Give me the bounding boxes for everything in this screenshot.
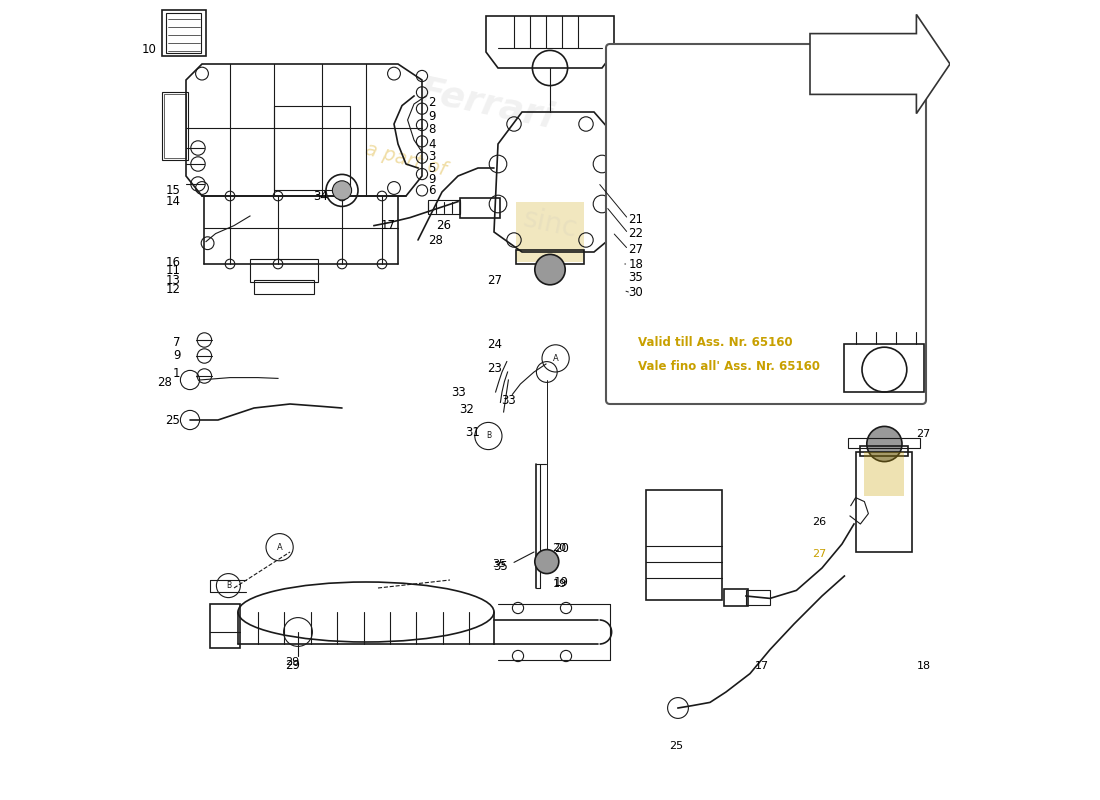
Bar — [845, 344, 924, 392]
Text: 9: 9 — [428, 173, 436, 186]
Text: 30: 30 — [628, 286, 643, 298]
Text: 3: 3 — [428, 150, 436, 162]
Text: 26: 26 — [813, 517, 826, 526]
Bar — [166, 13, 201, 53]
Text: 6: 6 — [428, 184, 436, 197]
Text: 5: 5 — [428, 162, 436, 174]
Text: 10: 10 — [142, 43, 156, 56]
Text: 28: 28 — [157, 376, 173, 389]
Text: 24: 24 — [487, 338, 502, 350]
Text: 7: 7 — [173, 336, 180, 349]
Text: 8: 8 — [428, 123, 436, 136]
Text: 27: 27 — [916, 429, 931, 438]
Text: 15: 15 — [165, 184, 180, 197]
Text: 20: 20 — [554, 542, 569, 554]
Text: 29: 29 — [285, 659, 300, 672]
Text: 31: 31 — [464, 426, 480, 438]
Bar — [428, 200, 461, 214]
Text: B: B — [486, 431, 491, 441]
Text: 22: 22 — [628, 227, 643, 240]
Bar — [746, 590, 770, 605]
Circle shape — [867, 426, 902, 462]
Text: 19: 19 — [554, 576, 569, 589]
Text: B: B — [226, 581, 231, 590]
Circle shape — [535, 254, 565, 285]
Text: 34: 34 — [312, 190, 328, 202]
Bar — [860, 446, 909, 456]
Text: 1: 1 — [173, 367, 180, 380]
Bar — [865, 452, 904, 496]
Bar — [516, 202, 584, 262]
Bar — [274, 106, 350, 190]
Text: 35: 35 — [494, 560, 508, 573]
Text: Ferrari: Ferrari — [416, 73, 557, 135]
Text: 20: 20 — [552, 543, 567, 553]
Text: A: A — [277, 542, 283, 552]
Text: 26: 26 — [437, 219, 451, 232]
Bar — [646, 490, 722, 600]
Bar — [857, 452, 912, 552]
Bar — [848, 438, 921, 448]
Bar — [162, 10, 206, 56]
Text: 35: 35 — [628, 271, 643, 284]
Text: 2: 2 — [428, 96, 436, 109]
Bar — [461, 198, 500, 218]
Text: 4: 4 — [428, 138, 436, 150]
Text: 18: 18 — [628, 258, 643, 270]
Text: 9: 9 — [428, 110, 436, 122]
Text: 17: 17 — [381, 219, 396, 232]
Text: 32: 32 — [459, 403, 474, 416]
Circle shape — [535, 550, 559, 574]
Text: 27: 27 — [813, 549, 827, 558]
Bar — [250, 259, 318, 282]
Text: 12: 12 — [165, 283, 180, 296]
Text: 13: 13 — [165, 274, 180, 286]
Text: 25: 25 — [165, 414, 180, 426]
Text: 17: 17 — [755, 661, 769, 670]
Text: 14: 14 — [165, 195, 180, 208]
Text: 27: 27 — [487, 274, 502, 286]
Text: 33: 33 — [502, 394, 516, 406]
Bar — [210, 604, 241, 648]
Text: sinc: sinc — [520, 205, 580, 243]
Text: 23: 23 — [487, 362, 502, 374]
Polygon shape — [810, 14, 950, 114]
Bar — [164, 94, 186, 158]
Bar — [162, 92, 188, 160]
Text: 16: 16 — [165, 256, 180, 269]
Text: 19: 19 — [552, 579, 567, 589]
Text: 33: 33 — [451, 386, 466, 398]
Text: 28: 28 — [428, 234, 443, 246]
Text: 9: 9 — [173, 350, 180, 362]
Text: 25: 25 — [669, 741, 683, 750]
Bar — [254, 280, 314, 294]
Bar — [516, 250, 584, 264]
Text: 18: 18 — [916, 661, 931, 670]
Text: 11: 11 — [165, 264, 180, 277]
Text: A: A — [552, 354, 559, 363]
FancyBboxPatch shape — [606, 44, 926, 404]
Text: 35: 35 — [492, 559, 506, 569]
Bar — [725, 589, 748, 606]
Text: Vale fino all' Ass. Nr. 65160: Vale fino all' Ass. Nr. 65160 — [638, 360, 820, 373]
Text: Valid till Ass. Nr. 65160: Valid till Ass. Nr. 65160 — [638, 336, 793, 349]
Circle shape — [332, 181, 352, 200]
Text: 21: 21 — [628, 213, 643, 226]
Text: 27: 27 — [628, 243, 643, 256]
Text: a part of: a part of — [363, 140, 449, 180]
Text: 29: 29 — [285, 657, 299, 666]
